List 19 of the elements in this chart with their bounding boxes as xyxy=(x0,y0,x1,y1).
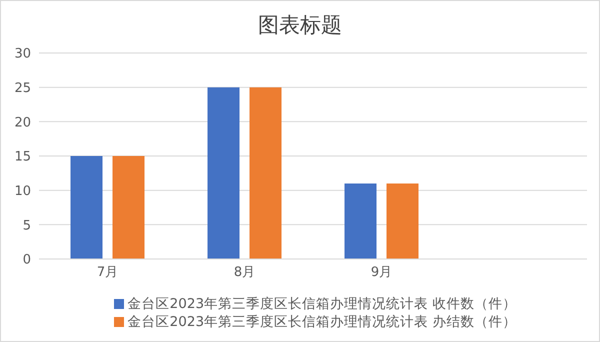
legend-label: 金台区2023年第三季度区长信箱办理情况统计表 办结数（件） xyxy=(128,314,516,330)
x-tick-label: 8月 xyxy=(234,265,256,280)
y-tick-label: 30 xyxy=(14,46,31,62)
bar xyxy=(208,87,240,259)
x-tick-label: 7月 xyxy=(96,265,118,280)
y-tick-label: 0 xyxy=(22,252,31,268)
x-tick-label: 9月 xyxy=(370,265,392,280)
y-tick-label: 20 xyxy=(14,115,31,130)
bar xyxy=(386,183,419,259)
bar xyxy=(250,87,282,259)
bar xyxy=(344,183,377,259)
chart-title: 图表标题 xyxy=(257,12,343,39)
y-tick-label: 25 xyxy=(14,80,31,96)
bar xyxy=(70,156,103,259)
legend-label: 金台区2023年第三季度区长信箱办理情况统计表 收件数（件） xyxy=(128,296,516,312)
y-tick-label: 5 xyxy=(22,218,31,234)
y-tick-label: 10 xyxy=(14,184,31,199)
y-tick-label: 15 xyxy=(14,150,31,165)
bar xyxy=(112,156,145,259)
